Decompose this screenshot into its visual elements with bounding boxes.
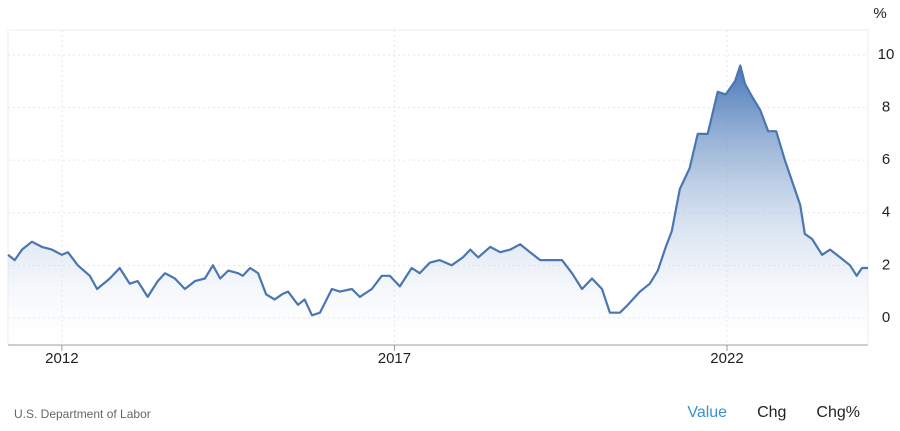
x-tick-label: 2017 (378, 350, 411, 367)
y-tick-label: 10 (878, 46, 895, 63)
y-tick-label: 4 (882, 204, 890, 221)
y-tick-label: 8 (882, 99, 890, 116)
control-button[interactable]: Chg% (816, 404, 860, 421)
y-tick-label: 0 (882, 309, 890, 326)
controls: Value Chg Chg% (687, 404, 860, 422)
area (8, 65, 868, 345)
x-tick-label: 2022 (710, 350, 743, 367)
y-tick-label: 2 (882, 256, 890, 273)
line (7, 64, 868, 317)
chart: % 0 2 4 6 8 10 2012 2017 2022 (7, 5, 895, 367)
y-tick-label: 6 (882, 151, 890, 168)
control-button[interactable]: Value (687, 404, 728, 421)
y-axis-label: % (873, 5, 886, 22)
x-tick-label: 2012 (45, 350, 78, 367)
control-button[interactable]: Chg (757, 404, 787, 421)
source: U.S. Department of Labor (14, 407, 151, 421)
